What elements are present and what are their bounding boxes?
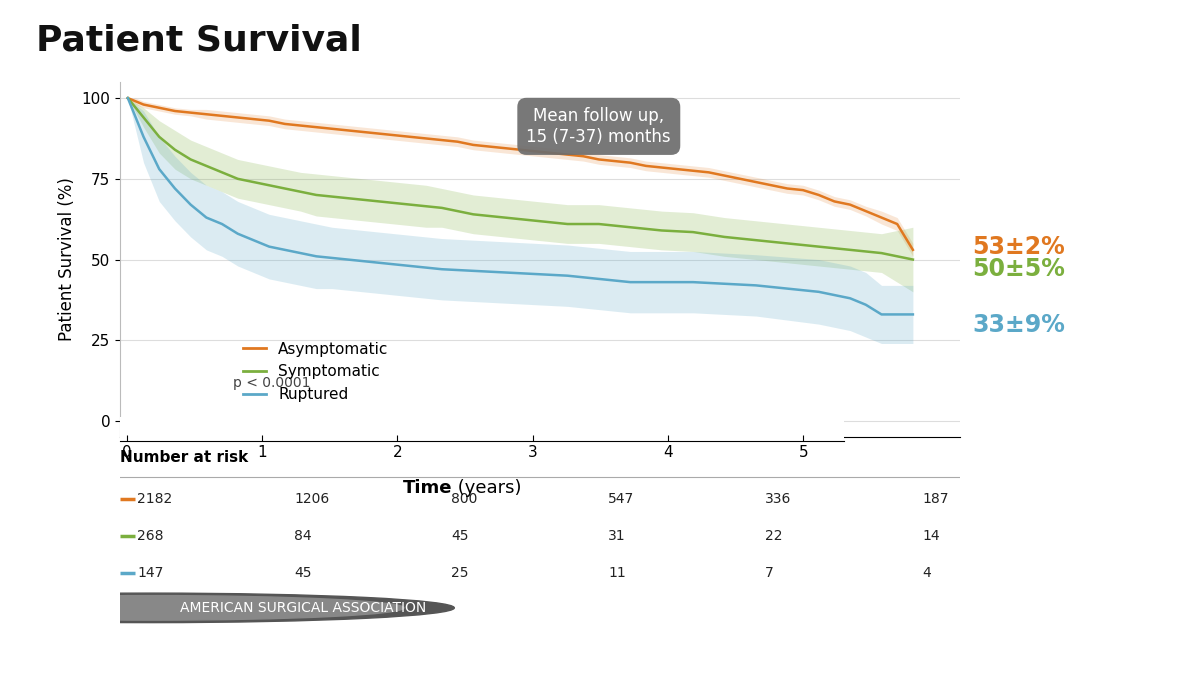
Text: Number at risk: Number at risk xyxy=(120,450,248,465)
Text: 14: 14 xyxy=(923,529,940,543)
Text: 4: 4 xyxy=(923,566,931,580)
Text: 547: 547 xyxy=(608,492,635,506)
Text: 31: 31 xyxy=(608,529,626,543)
Text: 2182: 2182 xyxy=(137,492,173,506)
Text: 84: 84 xyxy=(294,529,312,543)
Circle shape xyxy=(0,593,455,623)
Text: 22: 22 xyxy=(766,529,782,543)
Y-axis label: Patient Survival (%): Patient Survival (%) xyxy=(58,178,76,342)
Text: 25: 25 xyxy=(451,566,469,580)
Text: p < 0.0001: p < 0.0001 xyxy=(233,376,311,391)
Text: 50±5%: 50±5% xyxy=(972,257,1066,281)
Text: 45: 45 xyxy=(294,566,312,580)
Legend: Asymptomatic, Symptomatic, Ruptured: Asymptomatic, Symptomatic, Ruptured xyxy=(236,335,395,408)
Text: 33±9%: 33±9% xyxy=(972,313,1066,337)
Text: 1206: 1206 xyxy=(294,492,330,506)
Text: Time: Time xyxy=(402,479,452,497)
Text: 147: 147 xyxy=(137,566,163,580)
Text: 7: 7 xyxy=(766,566,774,580)
Text: 800: 800 xyxy=(451,492,478,506)
Text: 11: 11 xyxy=(608,566,626,580)
Text: Mean follow up,
15 (7-37) months: Mean follow up, 15 (7-37) months xyxy=(527,107,671,145)
Text: 336: 336 xyxy=(766,492,792,506)
Text: 53±2%: 53±2% xyxy=(972,235,1066,259)
Text: (years): (years) xyxy=(452,479,522,497)
Text: 268: 268 xyxy=(137,529,163,543)
Circle shape xyxy=(0,596,404,620)
Text: 187: 187 xyxy=(923,492,949,506)
Text: 45: 45 xyxy=(451,529,469,543)
Text: AMERICAN SURGICAL ASSOCIATION: AMERICAN SURGICAL ASSOCIATION xyxy=(180,601,427,615)
Text: Patient Survival: Patient Survival xyxy=(36,24,361,58)
